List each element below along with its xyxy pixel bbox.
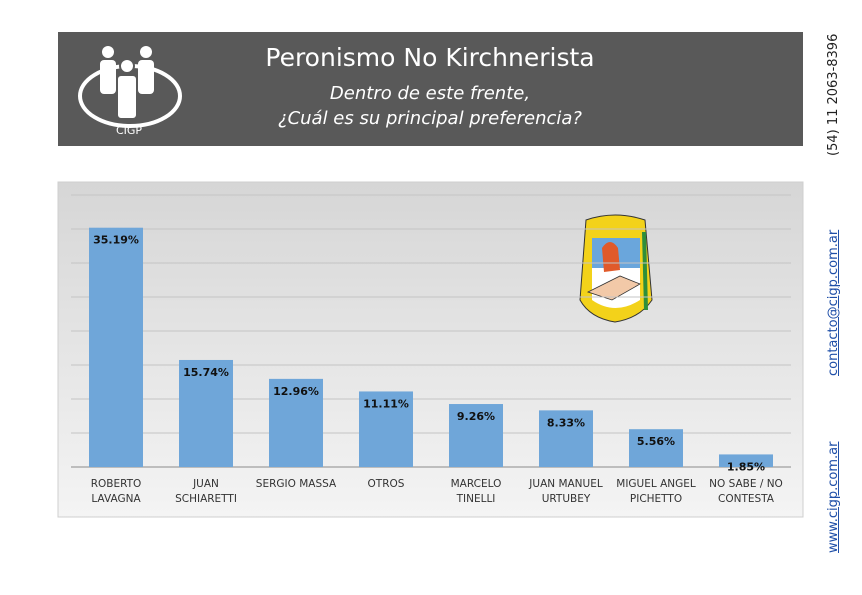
- value-label: 35.19%: [93, 234, 139, 247]
- value-label: 9.26%: [457, 410, 495, 423]
- x-tick-label: ROBERTO LAVAGNA: [90, 478, 142, 505]
- bar: [629, 429, 683, 467]
- website[interactable]: www.cigp.com.ar: [826, 441, 841, 553]
- x-tick-label: MIGUEL ANGEL PICHETTO: [616, 478, 696, 505]
- bar: [719, 454, 773, 467]
- x-tick-label: SERGIO MASSA: [255, 478, 337, 490]
- bar: [449, 404, 503, 467]
- bar: [179, 359, 233, 467]
- value-label: 11.11%: [363, 397, 409, 410]
- x-tick-label: JUAN SCHIARETTI: [175, 478, 237, 505]
- x-tick-label: NO SABE / NO CONTESTA: [709, 478, 783, 505]
- bar: [359, 391, 413, 467]
- value-label: 1.85%: [727, 460, 765, 473]
- logo-text: CIGP: [116, 124, 142, 137]
- bar: [539, 410, 593, 467]
- phone: (54) 11 2063-8396: [826, 33, 841, 156]
- subtitle: Dentro de este frente,: [330, 83, 530, 104]
- bar: [89, 227, 143, 467]
- email[interactable]: contacto@cigp.com.ar: [826, 229, 841, 376]
- x-tick-label: OTROS: [367, 478, 405, 490]
- value-label: 5.56%: [637, 435, 675, 448]
- title: Peronismo No Kirchnerista: [265, 43, 594, 72]
- emblem: [579, 214, 653, 323]
- value-label: 15.74%: [183, 366, 229, 379]
- value-label: 12.96%: [273, 385, 319, 398]
- bar: [269, 378, 323, 467]
- logo: [78, 46, 182, 128]
- subtitle: ¿Cuál es su principal preferencia?: [278, 108, 582, 129]
- header-band: [58, 32, 803, 146]
- x-tick-label: MARCELO TINELLI: [450, 478, 502, 505]
- value-label: 8.33%: [547, 416, 585, 429]
- x-tick-label: JUAN MANUEL URTUBEY: [529, 478, 603, 505]
